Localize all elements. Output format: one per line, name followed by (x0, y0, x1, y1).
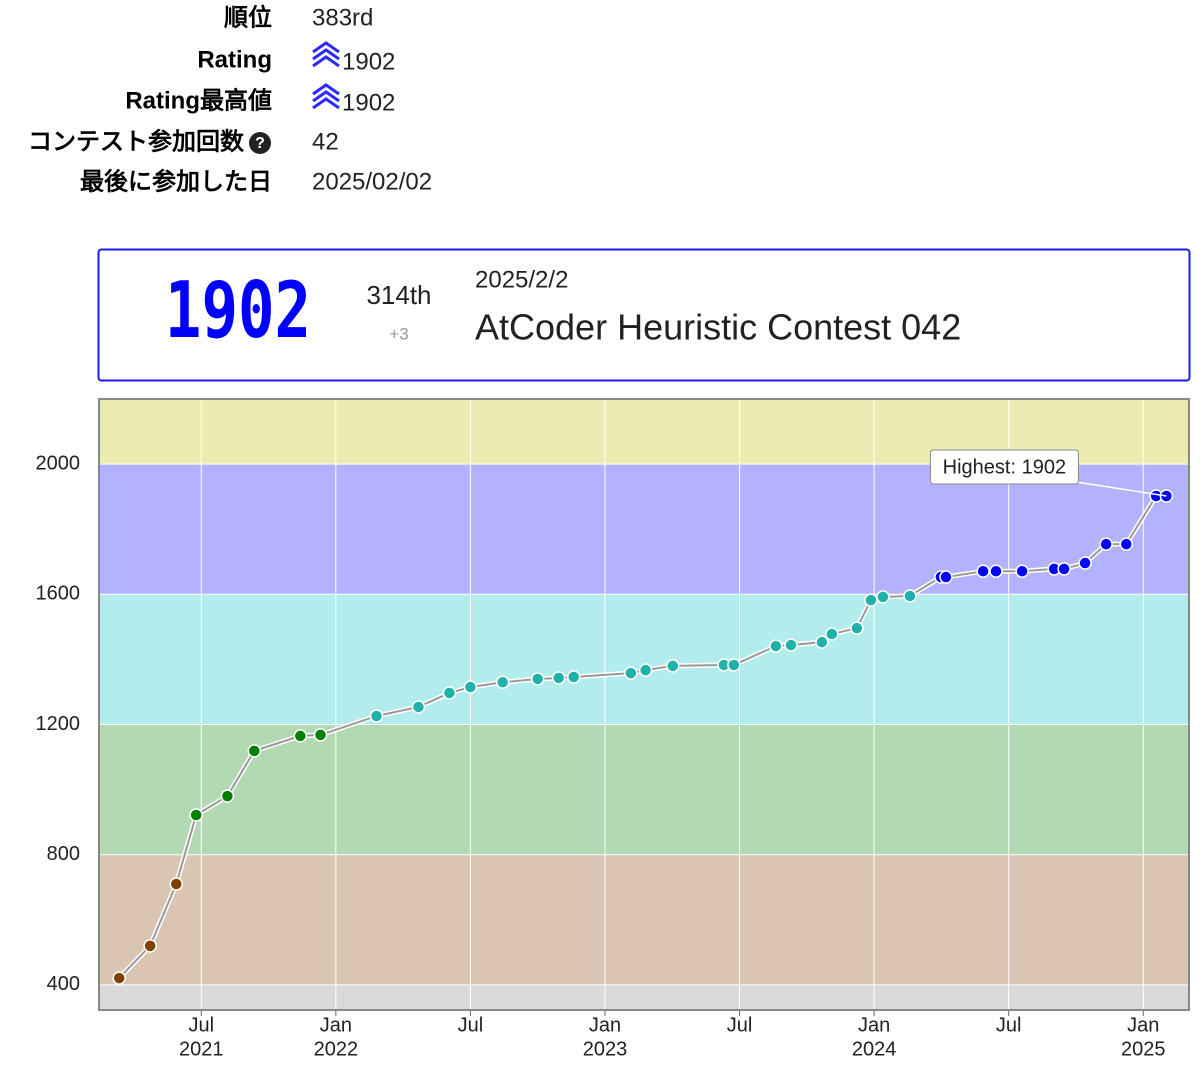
y-tick-label: 1200 (36, 713, 81, 735)
rating-icon (312, 41, 340, 110)
rating-band (99, 854, 1189, 985)
profile-value: 1902 (342, 48, 395, 75)
profile-label: コンテスト参加回数 (28, 127, 245, 155)
rating-point (143, 939, 157, 953)
svg-text:?: ? (255, 135, 265, 152)
rating-point (463, 680, 478, 694)
profile-value: 1902 (342, 89, 395, 116)
rating-point (666, 659, 680, 673)
rating-point (1099, 537, 1113, 551)
rating-point (567, 670, 581, 684)
annotation-leader (1076, 481, 1167, 497)
rating-point (624, 666, 638, 680)
x-year-label: 2021 (179, 1038, 224, 1060)
rating-point (530, 672, 545, 686)
x-year-label: 2025 (1121, 1038, 1166, 1060)
y-tick-label: 800 (47, 843, 80, 865)
rating-point (1119, 537, 1134, 551)
rating-point (369, 709, 384, 723)
x-tick-label: Jul (727, 1014, 753, 1036)
x-tick-label: Jul (996, 1014, 1022, 1036)
y-tick-label: 2000 (36, 452, 81, 474)
chart: 400 800 1200 1600 2000 Jul Jan Jul Jan Jul Jan Jul J… (36, 398, 1190, 1060)
profile-label: 順位 (224, 3, 272, 31)
annotation-box (929, 449, 1079, 485)
rating-point (1015, 564, 1029, 578)
rating-point (551, 671, 566, 685)
rating-point (769, 639, 783, 653)
rating-point (876, 590, 890, 604)
rating-point (727, 658, 741, 672)
x-year-label: 2023 (583, 1038, 628, 1060)
y-tick-label: 400 (47, 973, 80, 995)
rating-point (1078, 556, 1092, 570)
profile-label: Rating最高値 (125, 86, 272, 114)
annotation: Highest: 1902 (943, 456, 1066, 478)
rating-point (495, 675, 510, 689)
x-tick-label: Jul (458, 1014, 484, 1036)
rating-band (99, 984, 1189, 1010)
latest-rating: 1902 (165, 266, 311, 356)
plot-frame (98, 398, 1190, 1011)
rating-band (99, 594, 1189, 725)
rating-point (220, 789, 235, 803)
x-year-label: 2022 (314, 1038, 359, 1060)
x-tick-label: Jan (1127, 1014, 1159, 1036)
rating-point (293, 729, 308, 743)
rating-point (313, 728, 328, 742)
profile-label: 最後に参加した日 (80, 167, 272, 195)
latest-card (97, 248, 1191, 382)
latest-diff: +3 (389, 324, 408, 343)
rating-point (825, 627, 839, 641)
profile-value: 42 (312, 128, 339, 155)
help-icon[interactable]: ? (249, 132, 271, 154)
rating-point (1057, 562, 1071, 576)
rating-point (903, 589, 917, 603)
rating-point (784, 638, 798, 652)
profile-label: Rating (197, 46, 272, 73)
latest-rank: 314th (366, 280, 431, 310)
rating-point (638, 663, 653, 677)
rating-point (411, 700, 426, 714)
rating-point (864, 593, 878, 607)
profile-value: 2025/02/02 (312, 168, 432, 195)
x-tick-label: Jan (320, 1014, 352, 1036)
rating-point (189, 808, 203, 822)
x-year-label: 2024 (852, 1038, 897, 1060)
x-tick-label: Jan (589, 1014, 621, 1036)
rating-point (850, 621, 864, 635)
rating-point (112, 971, 126, 985)
x-tick-label: Jul (188, 1014, 214, 1036)
profile-table: 順位 383rd Rating 1902 Rating最高値 1902 コンテスト参加回数 4… (28, 3, 432, 195)
y-tick-label: 1600 (36, 583, 81, 605)
rating-point (939, 570, 953, 584)
latest-date: 2025/2/2 (475, 266, 568, 293)
rating-band (99, 724, 1189, 855)
rating-point (976, 564, 990, 578)
rating-point (989, 564, 1003, 578)
rating-point (442, 686, 457, 700)
latest-contest[interactable]: AtCoder Heuristic Contest 042 (475, 307, 961, 348)
rating-point (169, 877, 183, 891)
rating-point (247, 744, 262, 758)
x-tick-label: Jan (858, 1014, 890, 1036)
rating-point (815, 635, 829, 649)
profile-value: 383rd (312, 4, 373, 31)
